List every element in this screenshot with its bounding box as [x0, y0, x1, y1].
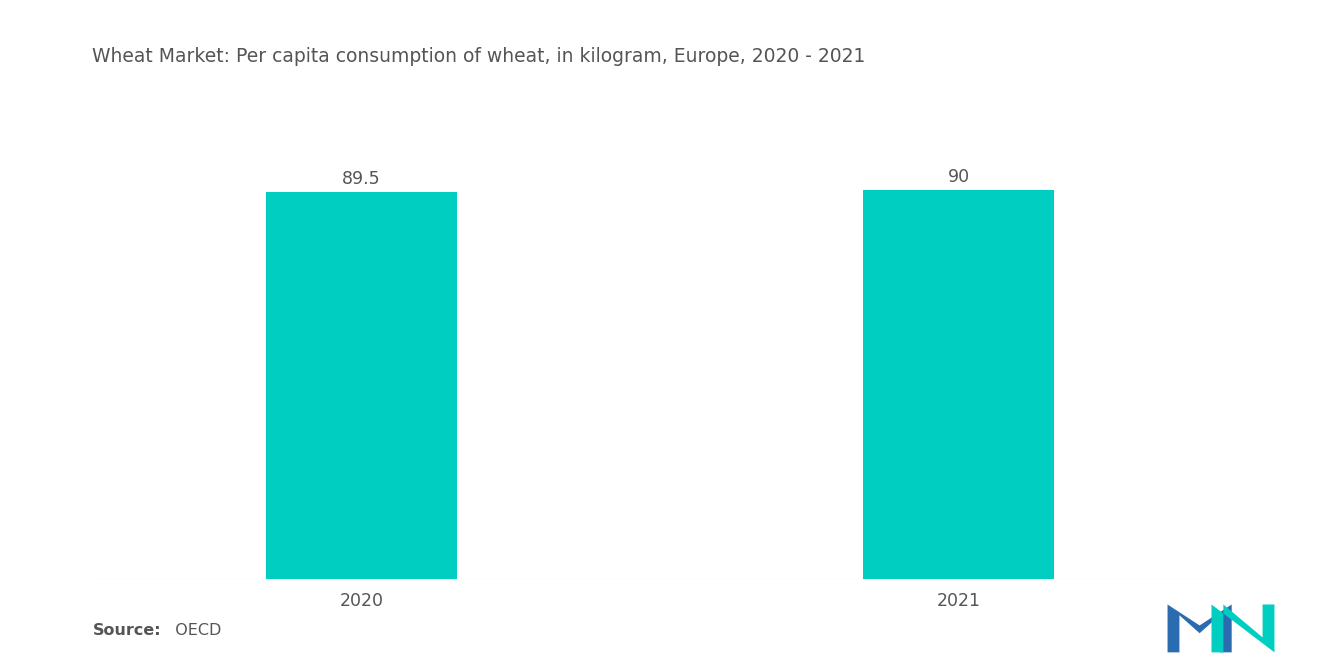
Text: OECD: OECD: [165, 623, 222, 638]
Bar: [265, 192, 457, 579]
Text: 90: 90: [948, 168, 970, 186]
Polygon shape: [1167, 604, 1232, 652]
Text: 89.5: 89.5: [342, 170, 380, 188]
Text: Wheat Market: Per capita consumption of wheat, in kilogram, Europe, 2020 - 2021: Wheat Market: Per capita consumption of …: [92, 47, 866, 66]
Polygon shape: [1212, 604, 1274, 652]
Text: Source:: Source:: [92, 623, 161, 638]
Bar: [863, 190, 1055, 579]
